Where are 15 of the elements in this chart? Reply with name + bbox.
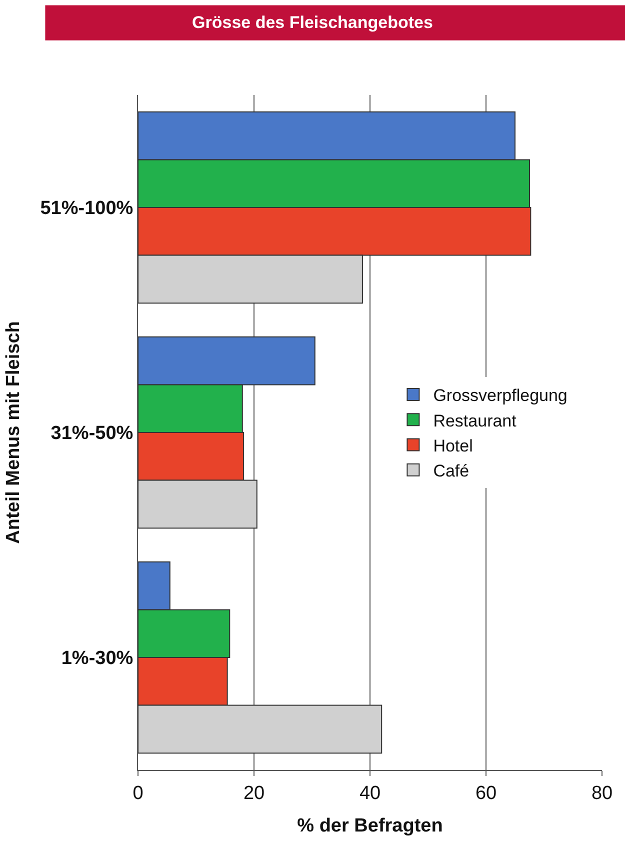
y-tick-label: 1%-30% [61,648,134,670]
chart-title: Grösse des Fleischangebotes [192,13,433,32]
x-tick-label: 20 [243,782,265,804]
x-tick-label: 0 [132,782,144,804]
x-axis-title: % der Befragten [297,816,443,837]
legend-label: Grossverpflegung [433,386,568,406]
y-tick-label: 31%-50% [50,423,134,444]
legend-label: Restaurant [433,411,517,430]
x-tick-label: 60 [475,782,497,804]
x-tick-label: 40 [359,782,381,804]
x-tick-label: 80 [591,782,613,804]
y-tick-label: 51%-100% [40,198,134,220]
legend-label: Café [433,461,470,480]
legend-label: Hotel [433,436,473,456]
y-axis-title: Anteil Menus mit Fleisch [3,321,24,544]
